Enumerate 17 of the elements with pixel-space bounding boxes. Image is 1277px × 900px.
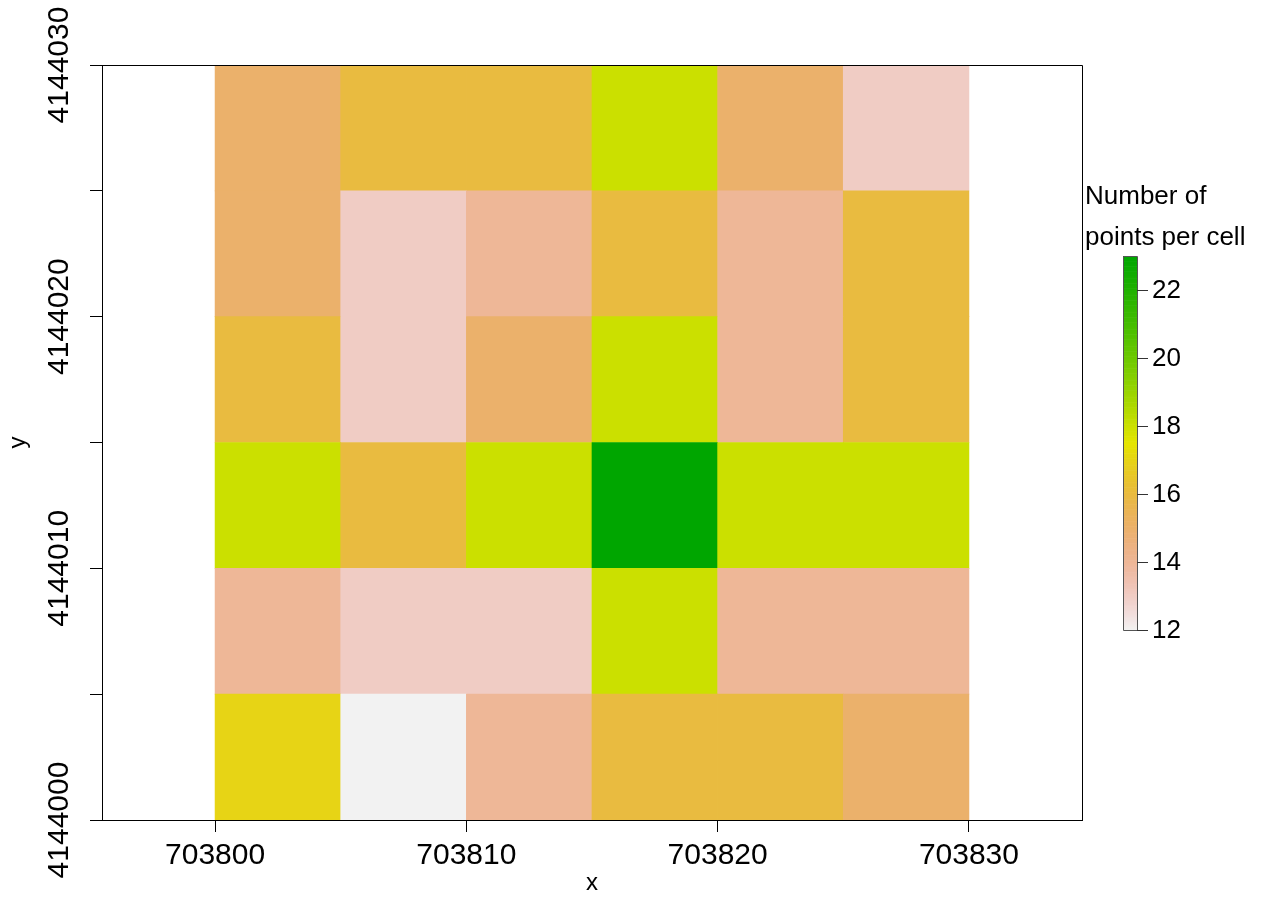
- y-tick-label: 4144000: [41, 761, 75, 879]
- x-tick-label: 703830: [918, 837, 1019, 871]
- x-axis-title: x: [586, 868, 598, 896]
- y-tick-label: 4144010: [41, 509, 75, 627]
- y-tick-label: 4144020: [41, 258, 75, 376]
- color-bar-title: Number of points per cell: [1085, 180, 1246, 252]
- x-tick-label: 703800: [165, 837, 266, 871]
- color-bar-label: 22: [1152, 273, 1181, 304]
- x-tick-label: 703820: [667, 837, 768, 871]
- y-tick-label: 4144030: [41, 6, 75, 124]
- color-bar-label: 12: [1152, 613, 1181, 644]
- y-axis-title: y: [3, 436, 31, 449]
- color-bar-label: 20: [1152, 341, 1181, 372]
- color-bar-label: 16: [1152, 477, 1181, 508]
- color-bar-label: 18: [1152, 409, 1181, 440]
- color-bar-label: 14: [1152, 545, 1181, 576]
- x-tick-label: 703810: [416, 837, 517, 871]
